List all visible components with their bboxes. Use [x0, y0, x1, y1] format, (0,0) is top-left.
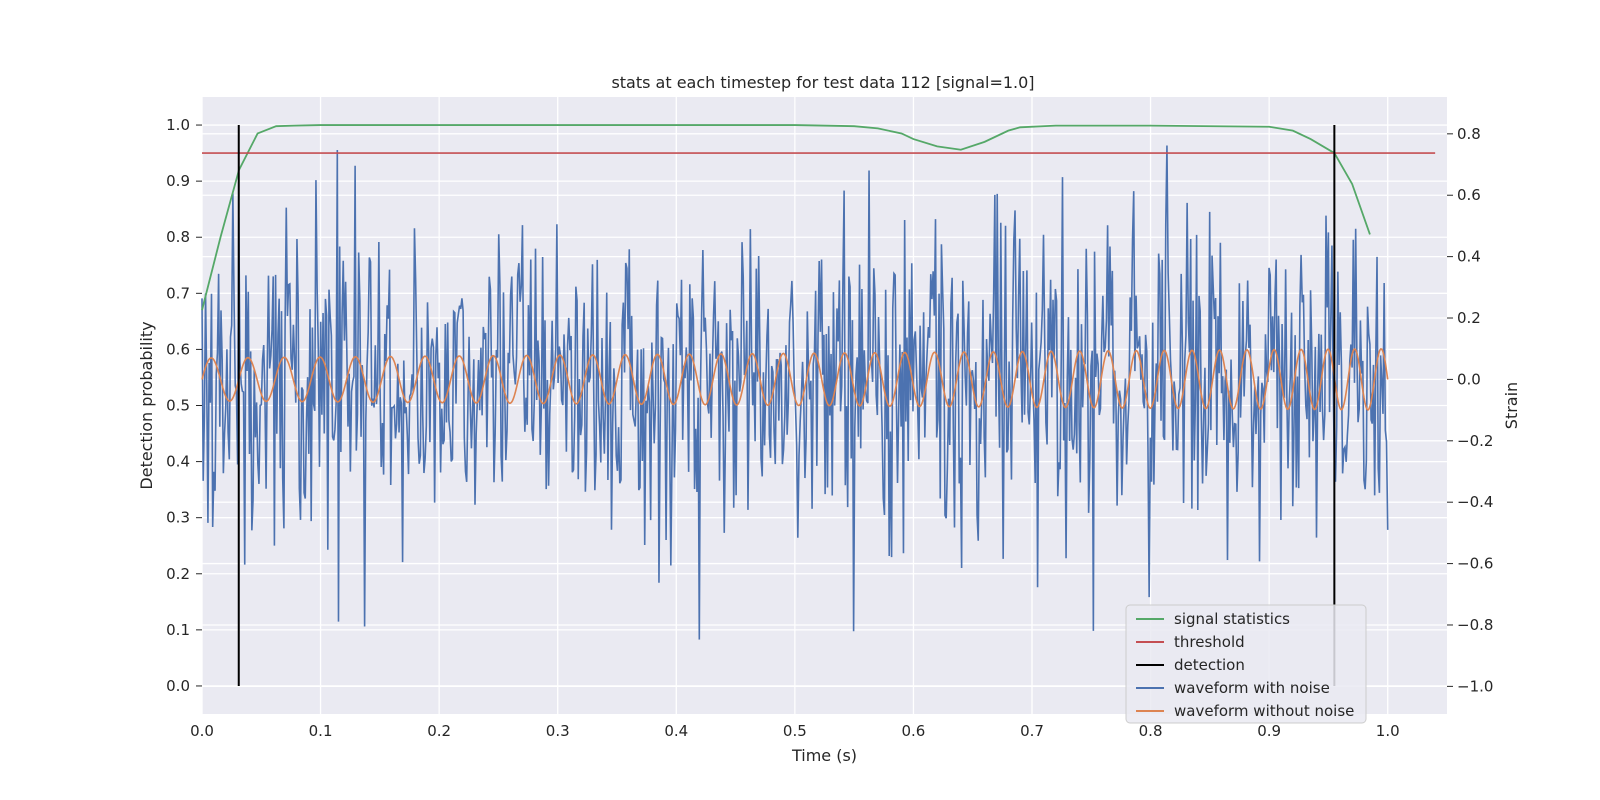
legend-label: waveform without noise: [1174, 702, 1354, 720]
y-left-tick-label: 0.1: [166, 621, 190, 639]
axes: 0.0 0.1 0.2 0.3 0.4 0.5 0.6 0.7 0.8 0.9 1.0 0.0 0.1 0…: [166, 116, 1493, 740]
chart-title: stats at each timestep for test data 112…: [611, 73, 1034, 92]
y-left-tick-label: 0.8: [166, 228, 190, 246]
legend-label: waveform with noise: [1174, 679, 1330, 697]
legend-label: threshold: [1174, 633, 1245, 651]
x-tick-label: 0.7: [1020, 722, 1044, 740]
y-axis-left-label: Detection probability: [137, 321, 156, 489]
series-waveform-without-noise: [201, 347, 1389, 411]
x-axis-label: Time (s): [791, 746, 857, 765]
y-right-tick-label: −0.6: [1457, 555, 1493, 573]
legend-label: signal statistics: [1174, 610, 1290, 628]
y-right-tick-label: 0.8: [1457, 125, 1481, 143]
series-waveform-with-noise: [201, 145, 1389, 640]
y-right-tick-label: −0.2: [1457, 432, 1493, 450]
x-tick-label: 0.6: [901, 722, 925, 740]
series-layer: [201, 124, 1436, 686]
y-right-tick-label: −1.0: [1457, 677, 1493, 695]
y-left-tick-label: 0.9: [166, 172, 190, 190]
y-left-tick-label: 0.6: [166, 340, 190, 358]
y-right-tick-label: 0.0: [1457, 370, 1481, 388]
y-axis-right-label: Strain: [1502, 382, 1521, 429]
x-tick-label: 0.4: [664, 722, 688, 740]
y-right-tick-label: −0.4: [1457, 493, 1493, 511]
y-left-tick-label: 0.4: [166, 453, 190, 471]
legend-box: [1125, 604, 1367, 724]
y-right-tick-label: 0.4: [1457, 248, 1481, 266]
x-tick-label: 1.0: [1376, 722, 1400, 740]
x-tick-label: 0.1: [309, 722, 333, 740]
y-left-tick-label: 0.0: [166, 677, 190, 695]
y-left-tick-label: 0.7: [166, 284, 190, 302]
legend: signal statistics threshold detection wavef…: [1125, 604, 1367, 724]
x-tick-label: 0.2: [427, 722, 451, 740]
x-tick-label: 0.5: [783, 722, 807, 740]
x-tick-label: 0.8: [1139, 722, 1163, 740]
y-left-tick-label: 0.2: [166, 565, 190, 583]
series-signal-statistics: [201, 124, 1371, 311]
y-right-tick-label: −0.8: [1457, 616, 1493, 634]
y-left-tick-label: 0.3: [166, 509, 190, 527]
y-right-tick-label: 0.6: [1457, 186, 1481, 204]
x-tick-label: 0.9: [1257, 722, 1281, 740]
y-left-tick-label: 1.0: [166, 116, 190, 134]
legend-label: detection: [1174, 656, 1245, 674]
x-tick-label: 0.3: [546, 722, 570, 740]
x-tick-label: 0.0: [190, 722, 214, 740]
y-left-tick-label: 0.5: [166, 397, 190, 415]
y-right-tick-label: 0.2: [1457, 309, 1481, 327]
